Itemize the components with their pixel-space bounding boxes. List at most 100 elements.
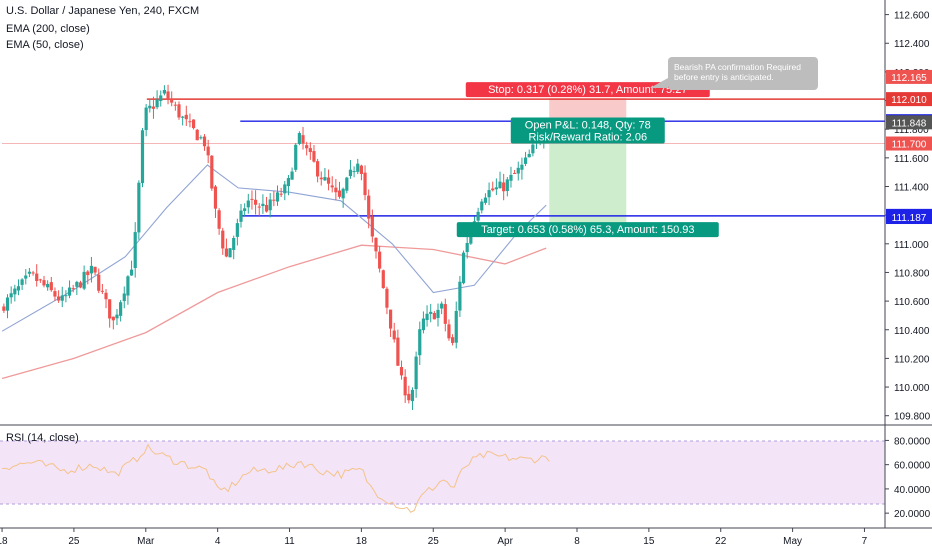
candle-body (502, 182, 506, 192)
candle-body (140, 130, 145, 184)
candle-body (385, 288, 389, 308)
candle-body (93, 266, 97, 273)
price-badge (886, 210, 932, 225)
candle-body (188, 121, 192, 123)
candle-body (480, 201, 484, 211)
candle-body (268, 199, 272, 211)
rsi-tick-label: 20.0000 (894, 509, 931, 520)
candle-body (378, 251, 382, 269)
candle-body (78, 282, 83, 288)
legend-ema200: EMA (200, close) (6, 23, 90, 35)
legend-ema50: EMA (50, close) (6, 39, 84, 51)
price-tick-label: 110.400 (894, 326, 930, 337)
candle-body (523, 157, 528, 164)
candle-body (86, 271, 90, 276)
candle-body (49, 282, 53, 291)
candle-body (447, 324, 451, 339)
callout-note[interactable]: Bearish PA confirmation Required before … (668, 57, 818, 90)
price-badge (886, 115, 932, 130)
candle-body (129, 269, 134, 276)
candle-body (527, 153, 531, 158)
candle-body (465, 242, 469, 253)
rsi-line (2, 443, 550, 513)
candle-body (46, 283, 50, 288)
candle-body (56, 296, 61, 301)
candle-body (133, 232, 137, 269)
rsi-legend: RSI (14, close) (6, 432, 79, 444)
candle-body (97, 274, 101, 291)
candle-body (520, 164, 524, 170)
candle-body (418, 329, 422, 356)
candle-body (312, 151, 316, 162)
candle-body (345, 177, 349, 191)
candle-body (170, 98, 174, 103)
time-tick-label: May (783, 536, 802, 547)
candle-body (35, 273, 39, 281)
time-tick-label: 18 (0, 536, 8, 547)
candle-body (432, 313, 436, 320)
time-tick-label: Apr (497, 536, 513, 547)
candle-body (283, 184, 287, 194)
candle-body (421, 318, 426, 331)
candle-body (108, 299, 112, 319)
candle-body (367, 195, 371, 219)
candle-body (166, 91, 170, 100)
candle-body (425, 313, 429, 321)
candle-body (491, 188, 495, 191)
price-tick-label: 110.000 (894, 383, 930, 394)
candle-body (20, 279, 24, 285)
target-zone (549, 143, 627, 238)
candle-body (392, 330, 396, 340)
candle-body (323, 177, 327, 181)
candle-body (294, 144, 298, 170)
candle-body (16, 286, 21, 291)
time-tick-label: 11 (284, 536, 295, 547)
candle-body (202, 136, 207, 147)
rsi-band (0, 441, 885, 504)
time-tick-label: 25 (68, 536, 80, 547)
candle-body (31, 272, 35, 274)
candle-body (494, 187, 498, 190)
candle-body (443, 304, 447, 324)
candle-body (159, 95, 163, 101)
ema200-line (1, 244, 547, 380)
price-tick-label: 110.200 (894, 354, 930, 365)
candle-body (308, 148, 312, 153)
candle-body (334, 187, 338, 193)
candle-body (272, 199, 276, 201)
candle-body (235, 223, 239, 237)
candle-body (359, 165, 363, 174)
pnl-label: Open P&L: 0.148, Qty: 78 (525, 120, 651, 132)
price-tick-label: 111.400 (894, 182, 929, 193)
candle-body (104, 292, 108, 300)
callout-pointer (650, 78, 668, 88)
candle-body (505, 179, 509, 192)
candle-body (374, 237, 378, 252)
candle-body (71, 288, 75, 290)
candle-body (290, 171, 294, 180)
candle-body (450, 337, 455, 343)
candle-body (370, 216, 374, 237)
candle-body (341, 188, 345, 199)
stop-label-box (465, 82, 710, 98)
candle-body (363, 172, 367, 196)
candle-body (184, 114, 188, 120)
price-tick-label: 109.800 (894, 412, 931, 423)
candle-body (243, 208, 247, 211)
candle-body (228, 248, 232, 258)
candle-body (257, 206, 261, 208)
candle-body (100, 290, 104, 292)
time-tick-label: Mar (137, 536, 155, 547)
price-tick-label: 112.600 (894, 11, 930, 22)
candle-body (206, 146, 210, 156)
candle-body (388, 309, 393, 329)
candle-body (53, 291, 57, 297)
ema50-line (1, 164, 547, 332)
candle-body (330, 185, 334, 188)
candle-body (403, 376, 407, 396)
target-label-box (456, 222, 719, 238)
price-badge (886, 92, 932, 107)
time-tick-label: 8 (574, 536, 580, 547)
candle-body (316, 161, 320, 177)
